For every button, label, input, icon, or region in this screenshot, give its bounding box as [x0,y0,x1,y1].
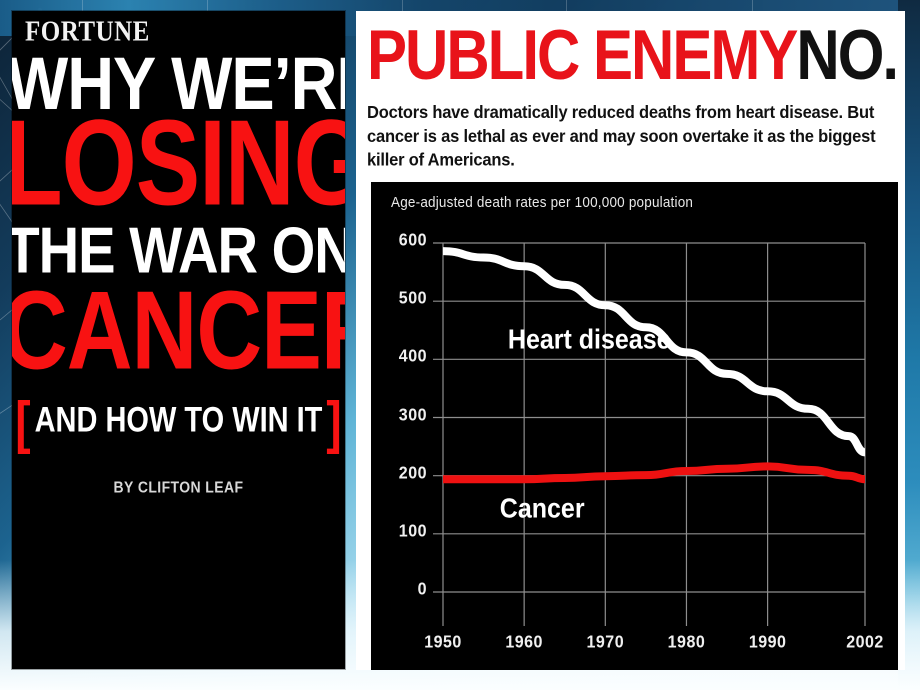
magazine-cover-image: FORTUNE WHY WE’RE LOSING THE WAR ON CANC… [12,11,345,669]
x-axis-tick-label: 1990 [748,632,787,652]
y-axis-tick-label: 300 [398,405,427,425]
y-axis-tick-label: 600 [398,230,427,250]
bracket-right: ] [326,389,342,455]
x-axis-tick-label: 1950 [424,632,462,652]
series-label-heart-disease: Heart disease [507,324,671,356]
x-axis-tick-label: 2002 [846,632,884,652]
chart-source-credit: FORTUNE CHART / SOURCE: CDC [356,268,359,455]
headline-red-part: PUBLIC ENEMY [367,15,798,95]
fortune-masthead: FORTUNE [25,16,150,48]
bracket-left: [ [15,389,31,455]
cover-headline-line2: LOSING [12,96,345,232]
series-label-cancer: Cancer [499,493,585,524]
y-axis-tick-label: 200 [398,463,427,483]
x-axis-tick-label: 1960 [505,632,543,652]
y-axis-tick-label: 400 [398,347,427,367]
cover-byline: BY CLIFTON LEAF [113,477,244,496]
x-axis-tick-label: 1970 [586,632,625,652]
headline-black-part: NO. 1 [796,15,905,95]
x-axis-tick-label: 1980 [667,632,706,652]
chart-panel: Age-adjusted death rates per 100,000 pop… [371,182,898,670]
article-headline: PUBLIC ENEMYNO. 1 [367,19,905,91]
cover-headline-line3: THE WAR ON [12,215,345,288]
article-deck: Doctors have dramatically reduced deaths… [367,103,876,170]
cover-headline-line4: CANCER [12,268,345,393]
article-panel: PUBLIC ENEMYNO. 1 Doctors have dramatica… [356,11,905,670]
cover-kicker: AND HOW TO WIN IT [34,401,323,441]
y-axis-tick-label: 0 [417,579,427,599]
chart-caption: Age-adjusted death rates per 100,000 pop… [391,194,694,211]
line-chart-plot [433,242,866,626]
y-axis-tick-label: 100 [398,521,427,541]
cover-headline-line1: WHY WE’RE [12,42,345,126]
cover-kicker-row: [ AND HOW TO WIN IT ] [12,393,345,451]
y-axis-tick-label: 500 [398,289,427,309]
